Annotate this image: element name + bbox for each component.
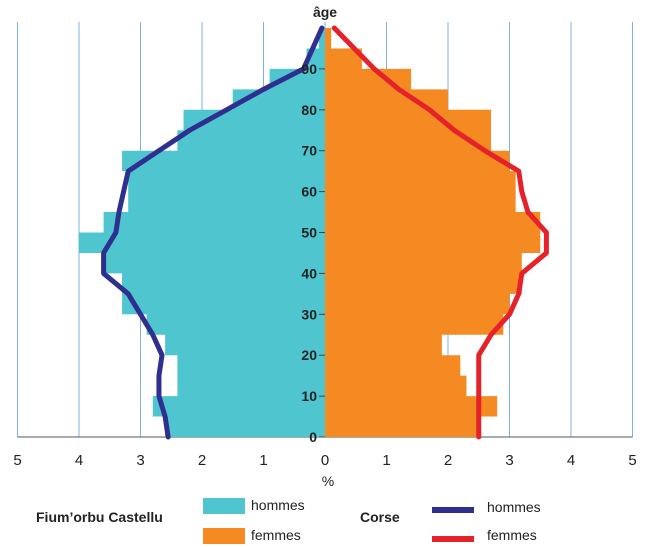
x-tick-label: 2 [198, 452, 206, 469]
x-axis-title: % [322, 473, 334, 489]
legend: Fium’orbu Castellu hommes femmes Corse h… [0, 490, 649, 547]
x-tick-label: 5 [13, 452, 21, 469]
y-tick-label: 20 [301, 347, 317, 363]
legend-region-femmes-label: femmes [487, 527, 537, 543]
x-tick-label: 3 [505, 452, 513, 469]
y-tick-label: 80 [301, 102, 317, 118]
legend-local-hommes-label: hommes [251, 497, 305, 513]
y-tick-label: 10 [301, 388, 317, 404]
bars [79, 28, 541, 437]
y-tick-label: 90 [301, 61, 317, 77]
y-tick-label: 30 [301, 306, 317, 322]
series-lines [101, 25, 549, 440]
x-tick-label: 2 [444, 452, 452, 469]
line-series-left [101, 25, 325, 440]
legend-local-femmes-swatch [203, 528, 245, 544]
y-axis-ticks: 0 10 20 30 40 50 60 70 80 90 [301, 61, 325, 445]
y-tick-label: 50 [301, 225, 317, 241]
x-tick-label: 1 [259, 452, 267, 469]
legend-region-femmes-line [432, 536, 474, 542]
y-tick-label: 60 [301, 184, 317, 200]
x-axis-ticks: 5 4 3 2 1 0 1 2 3 4 5 [13, 452, 636, 469]
legend-local-title: Fium’orbu Castellu [36, 509, 163, 525]
legend-local-femmes-label: femmes [251, 527, 301, 543]
line-series-right [331, 25, 549, 440]
legend-region-hommes-label: hommes [487, 499, 541, 515]
y-axis-title: âge [313, 4, 337, 20]
y-tick-label: 70 [301, 143, 317, 159]
y-tick-label: 40 [301, 265, 317, 281]
y-tick-label: 0 [309, 429, 317, 445]
legend-local-hommes-swatch [203, 498, 245, 514]
bar-series-right [325, 28, 541, 437]
legend-region-title: Corse [360, 509, 400, 525]
x-tick-label: 4 [567, 452, 575, 469]
x-tick-label: 0 [321, 452, 329, 469]
x-tick-label: 3 [136, 452, 144, 469]
x-tick-label: 1 [382, 452, 390, 469]
bar-series-left [79, 28, 325, 437]
legend-region-hommes-line [432, 507, 474, 513]
x-tick-label: 4 [75, 452, 83, 469]
x-tick-label: 5 [628, 452, 636, 469]
